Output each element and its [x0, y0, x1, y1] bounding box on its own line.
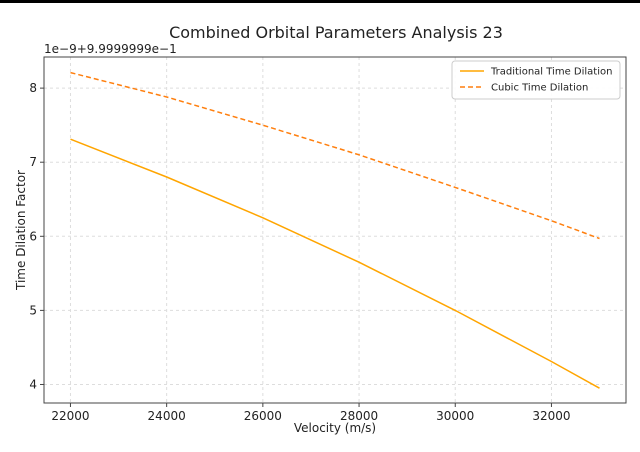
x-axis-label: Velocity (m/s): [294, 421, 376, 435]
y-tick-label: 5: [29, 303, 37, 317]
x-tick-label: 28000: [340, 409, 378, 423]
y-tick-label: 8: [29, 81, 37, 95]
series-line-traditional: [70, 138, 600, 389]
y-tick-label: 6: [29, 229, 37, 243]
y-axis-offset-label: 1e−9+9.9999999e−1: [44, 42, 177, 56]
y-axis: 4 5 6 7 8: [29, 81, 44, 391]
legend: Traditional Time Dilation Cubic Time Dil…: [451, 60, 621, 100]
legend-label-cubic: Cubic Time Dilation: [491, 83, 588, 94]
y-tick-label: 7: [29, 155, 37, 169]
x-tick-label: 26000: [244, 409, 282, 423]
legend-label-traditional: Traditional Time Dilation: [490, 67, 612, 78]
series-line-cubic: [70, 71, 600, 240]
grid: [44, 57, 626, 403]
chart-title: Combined Orbital Parameters Analysis 23: [169, 23, 503, 42]
plot-area: [43, 56, 627, 404]
x-tick-label: 22000: [51, 409, 89, 423]
series-lines: [70, 71, 600, 389]
x-axis: 22000 24000 26000 28000 30000 32000: [51, 403, 571, 423]
x-tick-label: 32000: [532, 409, 570, 423]
top-border-line: [0, 0, 640, 3]
y-tick-label: 4: [29, 377, 37, 391]
y-axis-label: Time Dilation Factor: [14, 170, 28, 291]
x-tick-label: 24000: [148, 409, 186, 423]
legend-box: [451, 60, 621, 100]
x-tick-label: 30000: [436, 409, 474, 423]
